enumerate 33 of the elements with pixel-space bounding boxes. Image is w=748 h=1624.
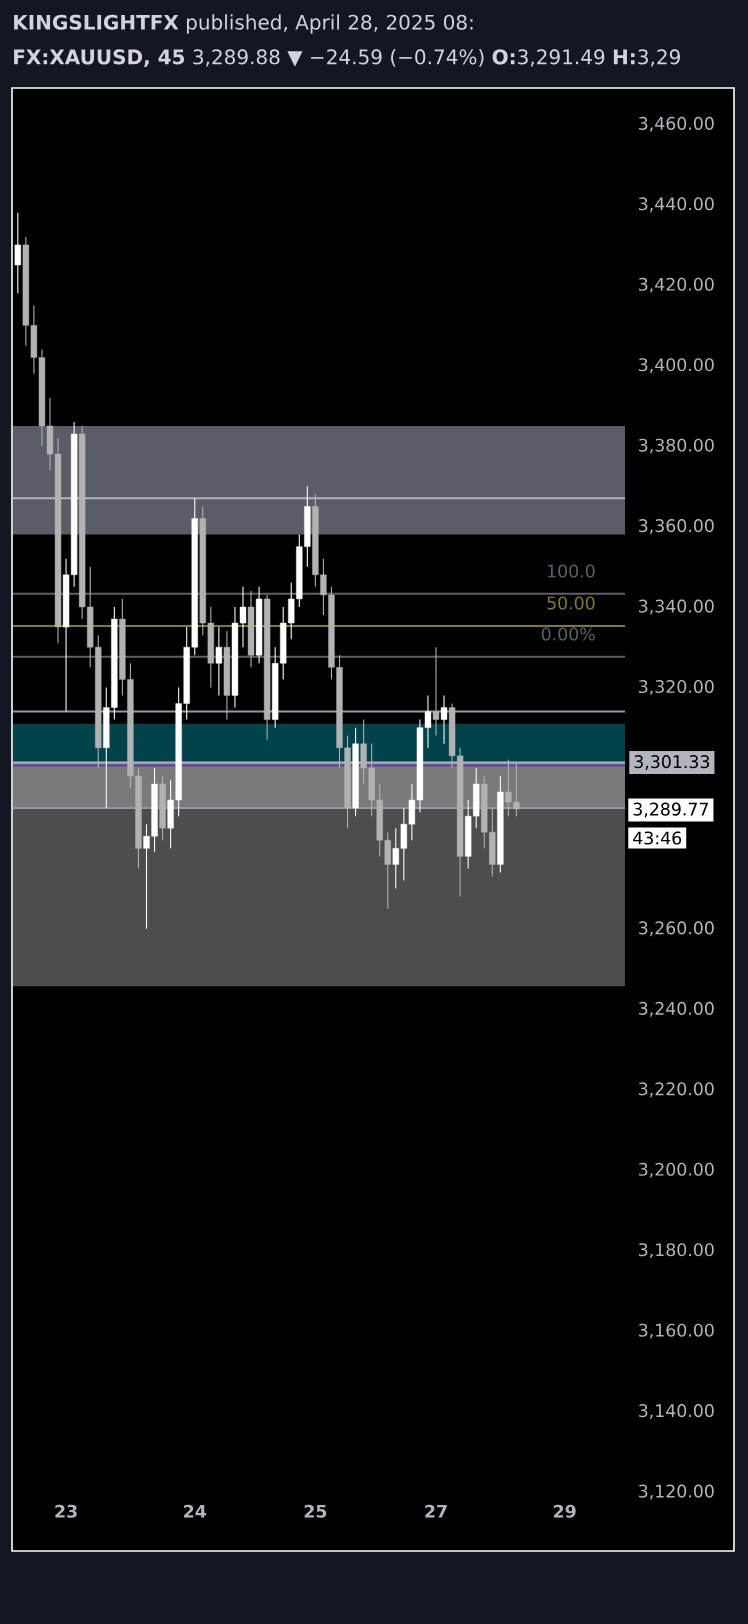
y-tick-label: 3,340.00 xyxy=(639,599,714,615)
candlestick xyxy=(432,646,440,737)
y-tick-label: 3,200.00 xyxy=(639,1162,714,1178)
x-tick-label: 24 xyxy=(184,1504,207,1518)
text: 3,289.77 xyxy=(633,802,708,818)
y-tick-label: 3,140.00 xyxy=(639,1404,714,1419)
text: 43:46 xyxy=(633,831,682,845)
y-tick-label: 3,320.00 xyxy=(639,679,714,695)
x-tick-label: 29 xyxy=(554,1504,576,1518)
y-tick-label: 3,400.00 xyxy=(639,358,714,374)
y-tick-label: 3,260.00 xyxy=(639,921,714,937)
x-tick-label: 25 xyxy=(304,1504,327,1518)
candlestick xyxy=(14,212,21,294)
candlestick xyxy=(440,694,448,745)
candlestick xyxy=(215,626,223,697)
y-tick-label: 3,380.00 xyxy=(639,438,714,454)
y-tick-label: 3,460.00 xyxy=(639,116,714,132)
annotation: 50.00 xyxy=(547,596,595,610)
y-tick-label: 3,220.00 xyxy=(639,1082,714,1098)
y-tick-label: 3,420.00 xyxy=(639,277,714,293)
x-tick-label: 23 xyxy=(55,1504,77,1518)
y-tick-label: 3,360.00 xyxy=(639,519,714,534)
y-tick-label: 3,160.00 xyxy=(639,1323,714,1339)
annotation: 100.0 xyxy=(548,564,595,578)
y-tick-label: 3,120.00 xyxy=(639,1484,714,1500)
chart-subtitle: FX:XAUUSD, 45 3,289.88 ▼ −24.59 (−0.74%) O:3,291.49 H:3,29 xyxy=(14,49,680,67)
chart-title: KINGSLIGHTFX published, April 28, 2025 08: xyxy=(14,14,473,34)
y-tick-label: 3,180.00 xyxy=(639,1243,714,1259)
y-tick-label: 3,440.00 xyxy=(639,197,714,213)
x-tick-label: 27 xyxy=(425,1504,447,1518)
ref-line-label: 3,301.33 xyxy=(634,755,710,770)
y-tick-label: 3,240.00 xyxy=(639,1001,714,1017)
annotation: 0.00% xyxy=(541,627,595,641)
